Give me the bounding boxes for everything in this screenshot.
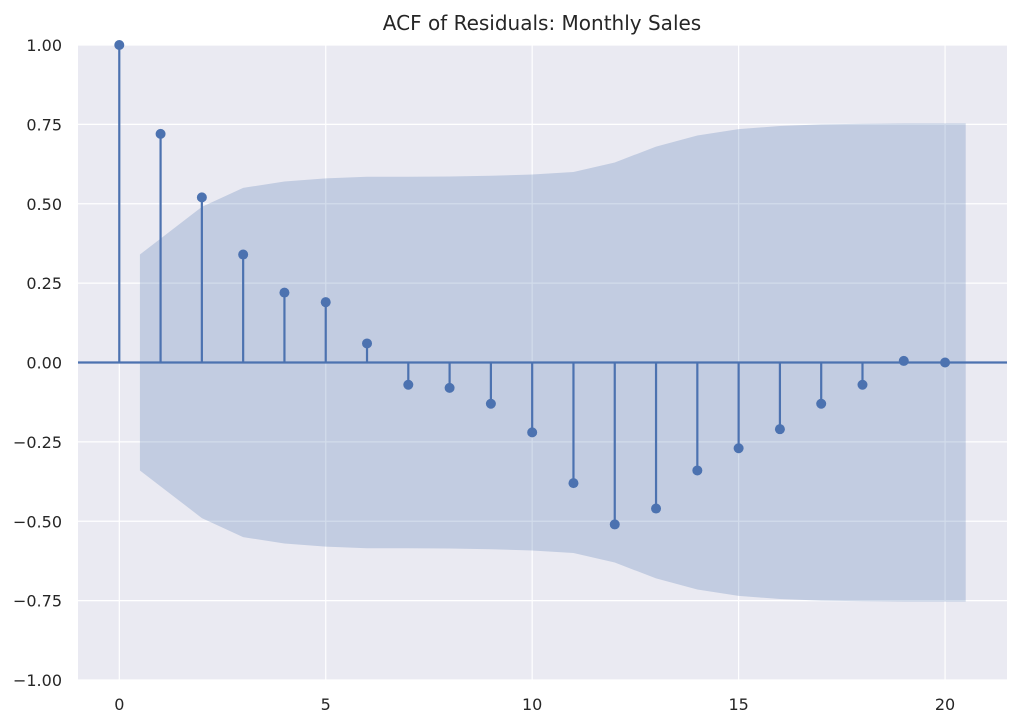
stem-marker-lag-7 — [403, 379, 414, 390]
y-tick-label: −0.50 — [13, 512, 62, 531]
x-tick-label: 15 — [728, 695, 748, 714]
stem-marker-lag-3 — [238, 249, 249, 260]
x-tick-label: 10 — [522, 695, 542, 714]
stem-marker-lag-19 — [898, 355, 909, 366]
stem-marker-lag-13 — [651, 503, 662, 514]
chart-title: ACF of Residuals: Monthly Sales — [383, 11, 701, 35]
x-tick-label: 20 — [935, 695, 955, 714]
stem-marker-lag-1 — [155, 128, 166, 139]
y-tick-label: −1.00 — [13, 671, 62, 690]
stem-marker-lag-2 — [196, 192, 207, 203]
stem-marker-lag-4 — [279, 287, 290, 298]
y-tick-label: 0.25 — [26, 274, 62, 293]
y-tick-label: 0.50 — [26, 195, 62, 214]
stem-marker-lag-6 — [362, 338, 373, 349]
y-axis-tick-labels: 1.00 0.75 0.50 0.25 0.00 −0.25 −0.50 −0.75 −1.00 — [13, 36, 62, 690]
x-tick-label: 0 — [114, 695, 124, 714]
stem-marker-lag-9 — [485, 398, 496, 409]
y-tick-label: 0.75 — [26, 115, 62, 134]
stem-marker-lag-17 — [816, 398, 827, 409]
x-tick-label: 5 — [321, 695, 331, 714]
y-tick-label: −0.25 — [13, 433, 62, 452]
stem-marker-lag-14 — [692, 465, 703, 476]
stem-marker-lag-18 — [857, 379, 868, 390]
stem-marker-lag-5 — [320, 297, 331, 308]
y-tick-label: 0.00 — [26, 354, 62, 373]
y-tick-label: 1.00 — [26, 36, 62, 55]
stem-marker-lag-10 — [527, 427, 538, 438]
x-axis-tick-labels: 0 5 10 15 20 — [114, 695, 955, 714]
y-tick-label: −0.75 — [13, 592, 62, 611]
stem-series — [114, 40, 951, 530]
stem-marker-lag-15 — [733, 443, 744, 454]
stem-marker-lag-12 — [609, 519, 620, 530]
stem-marker-lag-0 — [114, 40, 125, 50]
stem-marker-lag-16 — [774, 424, 785, 435]
stem-marker-lag-20 — [940, 357, 951, 368]
stem-marker-lag-11 — [568, 478, 579, 489]
stem-marker-lag-8 — [444, 382, 455, 393]
